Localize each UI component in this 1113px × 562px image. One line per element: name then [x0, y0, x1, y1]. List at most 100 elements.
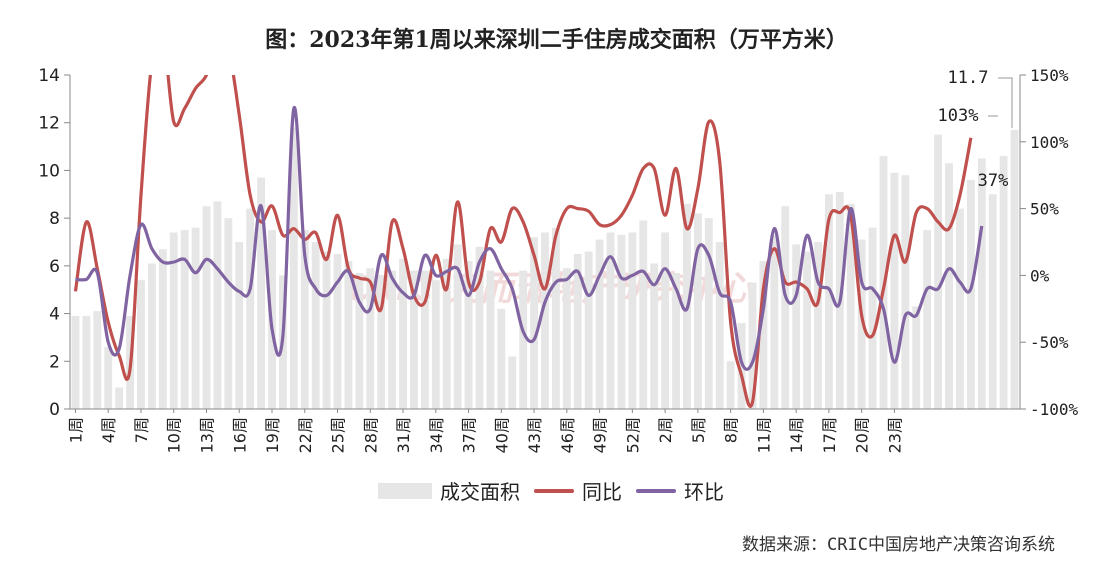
x-tick-label: 14周	[787, 417, 806, 453]
legend-label-yoy: 同比	[582, 480, 622, 504]
chart-title: 图：2023年第1周以来深圳二手住房成交面积（万平方米）	[265, 27, 848, 53]
bar-area-week	[410, 270, 418, 409]
left-tick-label: 12	[38, 114, 60, 134]
bar-area-week	[486, 270, 495, 409]
x-tick-label: 22周	[296, 417, 315, 453]
bar-area-week	[977, 158, 986, 409]
bar-area-week	[988, 194, 997, 409]
bar-area-week	[573, 253, 582, 409]
bar-area-week	[115, 387, 124, 409]
bar-area-week	[246, 208, 255, 409]
bar-area-week	[956, 208, 964, 409]
left-tick-label: 8	[49, 209, 60, 229]
x-tick-label: 23周	[885, 417, 904, 453]
bar-area-week	[693, 213, 702, 409]
legend-swatch-bars	[378, 482, 432, 499]
bar-area-week	[235, 242, 244, 409]
bar-area-week	[366, 268, 375, 409]
legend-label-bars: 成交面积	[440, 480, 520, 504]
bar-area-week	[147, 263, 156, 409]
bar-area-week	[748, 282, 757, 409]
x-tick-label: 31周	[394, 417, 413, 453]
bar-area-week	[824, 194, 833, 409]
bar-area-week	[912, 306, 921, 409]
x-tick-label: 40周	[492, 417, 511, 453]
annotation-leader-bar	[998, 77, 1013, 128]
bar-area-week	[137, 280, 145, 409]
bar-area-week	[333, 253, 342, 409]
bar-area-week	[814, 242, 822, 409]
bar-area-week	[497, 308, 506, 409]
bar-area-week	[726, 361, 735, 409]
bar-area-week	[650, 263, 659, 409]
source-note: 数据来源：CRIC中国房地产决策咨询系统	[742, 535, 1055, 555]
bar-area-week	[857, 239, 866, 409]
bar-area-week	[464, 261, 473, 409]
bar-area-week	[846, 203, 855, 409]
bar-area-week	[923, 230, 932, 409]
bar-area-week	[508, 356, 517, 409]
x-tick-label: 43周	[525, 417, 544, 453]
bar-area-week	[672, 273, 680, 409]
annotation-bar-last: 11.7	[948, 68, 989, 88]
x-tick-label: 19周	[263, 417, 282, 453]
bar-area-week	[901, 175, 910, 409]
bar-area-week	[868, 227, 877, 409]
bar-area-week	[213, 201, 222, 409]
x-tick-label: 2周	[656, 417, 675, 443]
annotation-wow-last: 37%	[978, 171, 1009, 191]
bar-area-week	[934, 134, 943, 409]
bar-area-week	[530, 237, 539, 409]
bar-area-week	[770, 234, 779, 409]
x-tick-label: 34周	[427, 417, 446, 453]
x-tick-label: 49周	[591, 417, 610, 453]
x-tick-label: 4周	[99, 417, 118, 443]
x-tick-label: 5周	[689, 417, 708, 443]
bar-area-week	[191, 227, 200, 409]
bar-area-week	[311, 242, 320, 409]
bar-area-week	[82, 315, 91, 409]
legend-item-bars: 成交面积	[378, 476, 520, 505]
legend: 成交面积 同比 环比	[378, 476, 738, 505]
left-tick-label: 0	[49, 400, 60, 420]
left-tick-label: 14	[38, 66, 60, 86]
bar-area-week	[890, 172, 899, 409]
left-tick-label: 6	[49, 257, 60, 277]
bar-area-week	[541, 232, 549, 409]
bar-area-week	[442, 258, 451, 409]
bar-area-week	[617, 234, 626, 409]
bar-area-week	[202, 206, 211, 409]
bar-area-week	[551, 227, 560, 409]
bar-area-week	[93, 311, 102, 409]
right-tick-label: 150%	[1030, 66, 1069, 85]
bar-area-week	[475, 246, 484, 409]
bar-area-week	[104, 346, 113, 409]
bar-area-week	[257, 177, 266, 409]
bar-area-week	[639, 220, 648, 409]
x-tick-label: 20周	[853, 417, 872, 453]
bar-area-week	[704, 218, 713, 409]
right-tick-label: 100%	[1030, 133, 1069, 152]
bar-area-week	[966, 179, 975, 409]
x-tick-label: 16周	[230, 417, 249, 453]
x-tick-label: 13周	[197, 417, 216, 453]
x-tick-label: 25周	[329, 417, 348, 453]
x-tick-label: 11周	[754, 417, 773, 453]
right-tick-label: 0%	[1030, 266, 1050, 285]
right-tick-label: -100%	[1030, 400, 1079, 419]
bar-area-week	[519, 270, 528, 409]
bar-area-week	[999, 156, 1008, 409]
bar-area-week	[792, 244, 801, 409]
bar-area-week	[169, 232, 178, 409]
x-tick-label: 28周	[361, 417, 380, 453]
left-tick-label: 4	[49, 305, 60, 325]
bar-area-week	[1010, 129, 1019, 409]
left-tick-label: 10	[38, 161, 60, 181]
annotation-yoy-last: 103%	[938, 106, 979, 126]
x-tick-label: 17周	[820, 417, 839, 453]
bar-area-week	[715, 242, 724, 409]
legend-swatch-yoy	[534, 488, 574, 493]
x-tick-label: 46周	[558, 417, 577, 453]
bar-area-week	[399, 258, 407, 409]
bar-area-week	[606, 232, 615, 409]
